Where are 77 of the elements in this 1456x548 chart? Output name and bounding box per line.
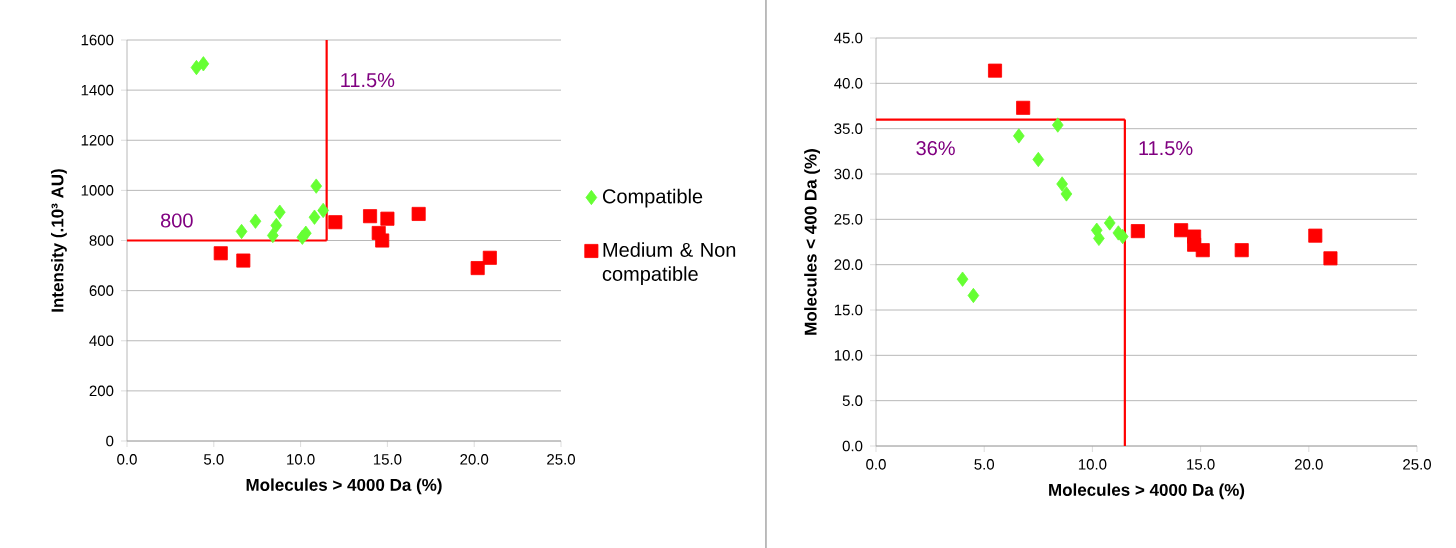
point	[270, 217, 283, 234]
x-tick-label: 0.0	[117, 454, 137, 465]
point	[267, 227, 279, 244]
point	[213, 246, 228, 261]
point	[310, 178, 323, 194]
point	[967, 287, 980, 304]
y-tick-label: 400	[89, 335, 114, 347]
point	[300, 225, 312, 241]
x-tick-label: 5.0	[974, 459, 995, 470]
ref-line-label: 11.5%	[341, 73, 395, 88]
y-tick-label: 1200	[81, 134, 114, 146]
point	[235, 223, 248, 240]
y-tick-label: 800	[89, 235, 114, 246]
y-tick-label: 35.0	[834, 123, 863, 134]
y-tick-label: 0	[106, 435, 114, 447]
x-tick-label: 0.0	[866, 459, 886, 470]
point	[1103, 215, 1116, 231]
point	[1234, 243, 1249, 258]
point	[411, 206, 426, 221]
y-axis-title: Molecules < 400 Da (%)	[804, 149, 820, 335]
point	[273, 204, 286, 220]
point	[375, 233, 390, 248]
point	[380, 211, 395, 226]
x-tick-label: 25.0	[1403, 459, 1431, 470]
ref-line-label: 11.5%	[1139, 141, 1193, 156]
point	[956, 271, 969, 287]
y-tick-label: 20.0	[834, 259, 863, 270]
y-tick-label: 25.0	[834, 214, 863, 225]
legend-label: Medium & Non compatible	[602, 242, 736, 285]
y-tick-label: 30.0	[834, 168, 863, 180]
x-tick-label: 15.0	[373, 454, 402, 465]
x-tick-label: 25.0	[547, 454, 576, 465]
point	[1130, 224, 1145, 239]
point	[317, 202, 329, 219]
y-tick-label: 45.0	[834, 32, 863, 44]
y-tick-label: 1600	[81, 34, 114, 46]
point	[197, 56, 210, 72]
x-axis-title: Molecules > 4000 Da (%)	[246, 478, 442, 495]
point	[363, 209, 378, 224]
point	[328, 215, 343, 230]
y-tick-label: 10.0	[834, 350, 863, 361]
y-tick-label: 0.0	[842, 440, 863, 452]
x-tick-label: 5.0	[203, 454, 224, 465]
x-tick-label: 20.0	[460, 454, 489, 465]
point	[1174, 223, 1189, 238]
x-tick-label: 15.0	[1187, 459, 1215, 470]
y-tick-label: 1400	[81, 84, 114, 96]
point	[470, 261, 485, 276]
point	[1093, 230, 1105, 246]
y-tick-label: 200	[89, 385, 114, 397]
point	[1016, 100, 1031, 115]
point	[482, 250, 497, 265]
point	[1060, 186, 1073, 202]
y-tick-label: 15.0	[834, 304, 863, 316]
y-tick-label: 1000	[81, 185, 114, 196]
point	[236, 253, 251, 268]
point	[988, 63, 1003, 78]
point	[308, 209, 321, 225]
point	[1195, 243, 1210, 258]
point	[1032, 151, 1045, 168]
x-tick-label: 10.0	[1078, 459, 1107, 470]
x-axis-title: Molecules > 4000 Da (%)	[1049, 483, 1245, 500]
x-tick-label: 10.0	[287, 454, 315, 465]
point	[1013, 128, 1025, 144]
x-tick-label: 20.0	[1294, 459, 1323, 470]
ref-line-label: 800	[160, 213, 193, 228]
ref-line-label: 36%	[916, 141, 955, 156]
legend-label: Compatible	[602, 188, 703, 208]
point	[1323, 251, 1338, 266]
y-tick-label: 600	[89, 285, 114, 296]
point	[1056, 176, 1068, 192]
point	[1051, 117, 1064, 133]
y-tick-label: 40.0	[834, 78, 863, 89]
y-axis-title: Intensity (.10³ AU)	[50, 169, 67, 312]
point	[1308, 228, 1323, 243]
point	[249, 213, 262, 229]
y-tick-label: 5.0	[842, 395, 863, 406]
